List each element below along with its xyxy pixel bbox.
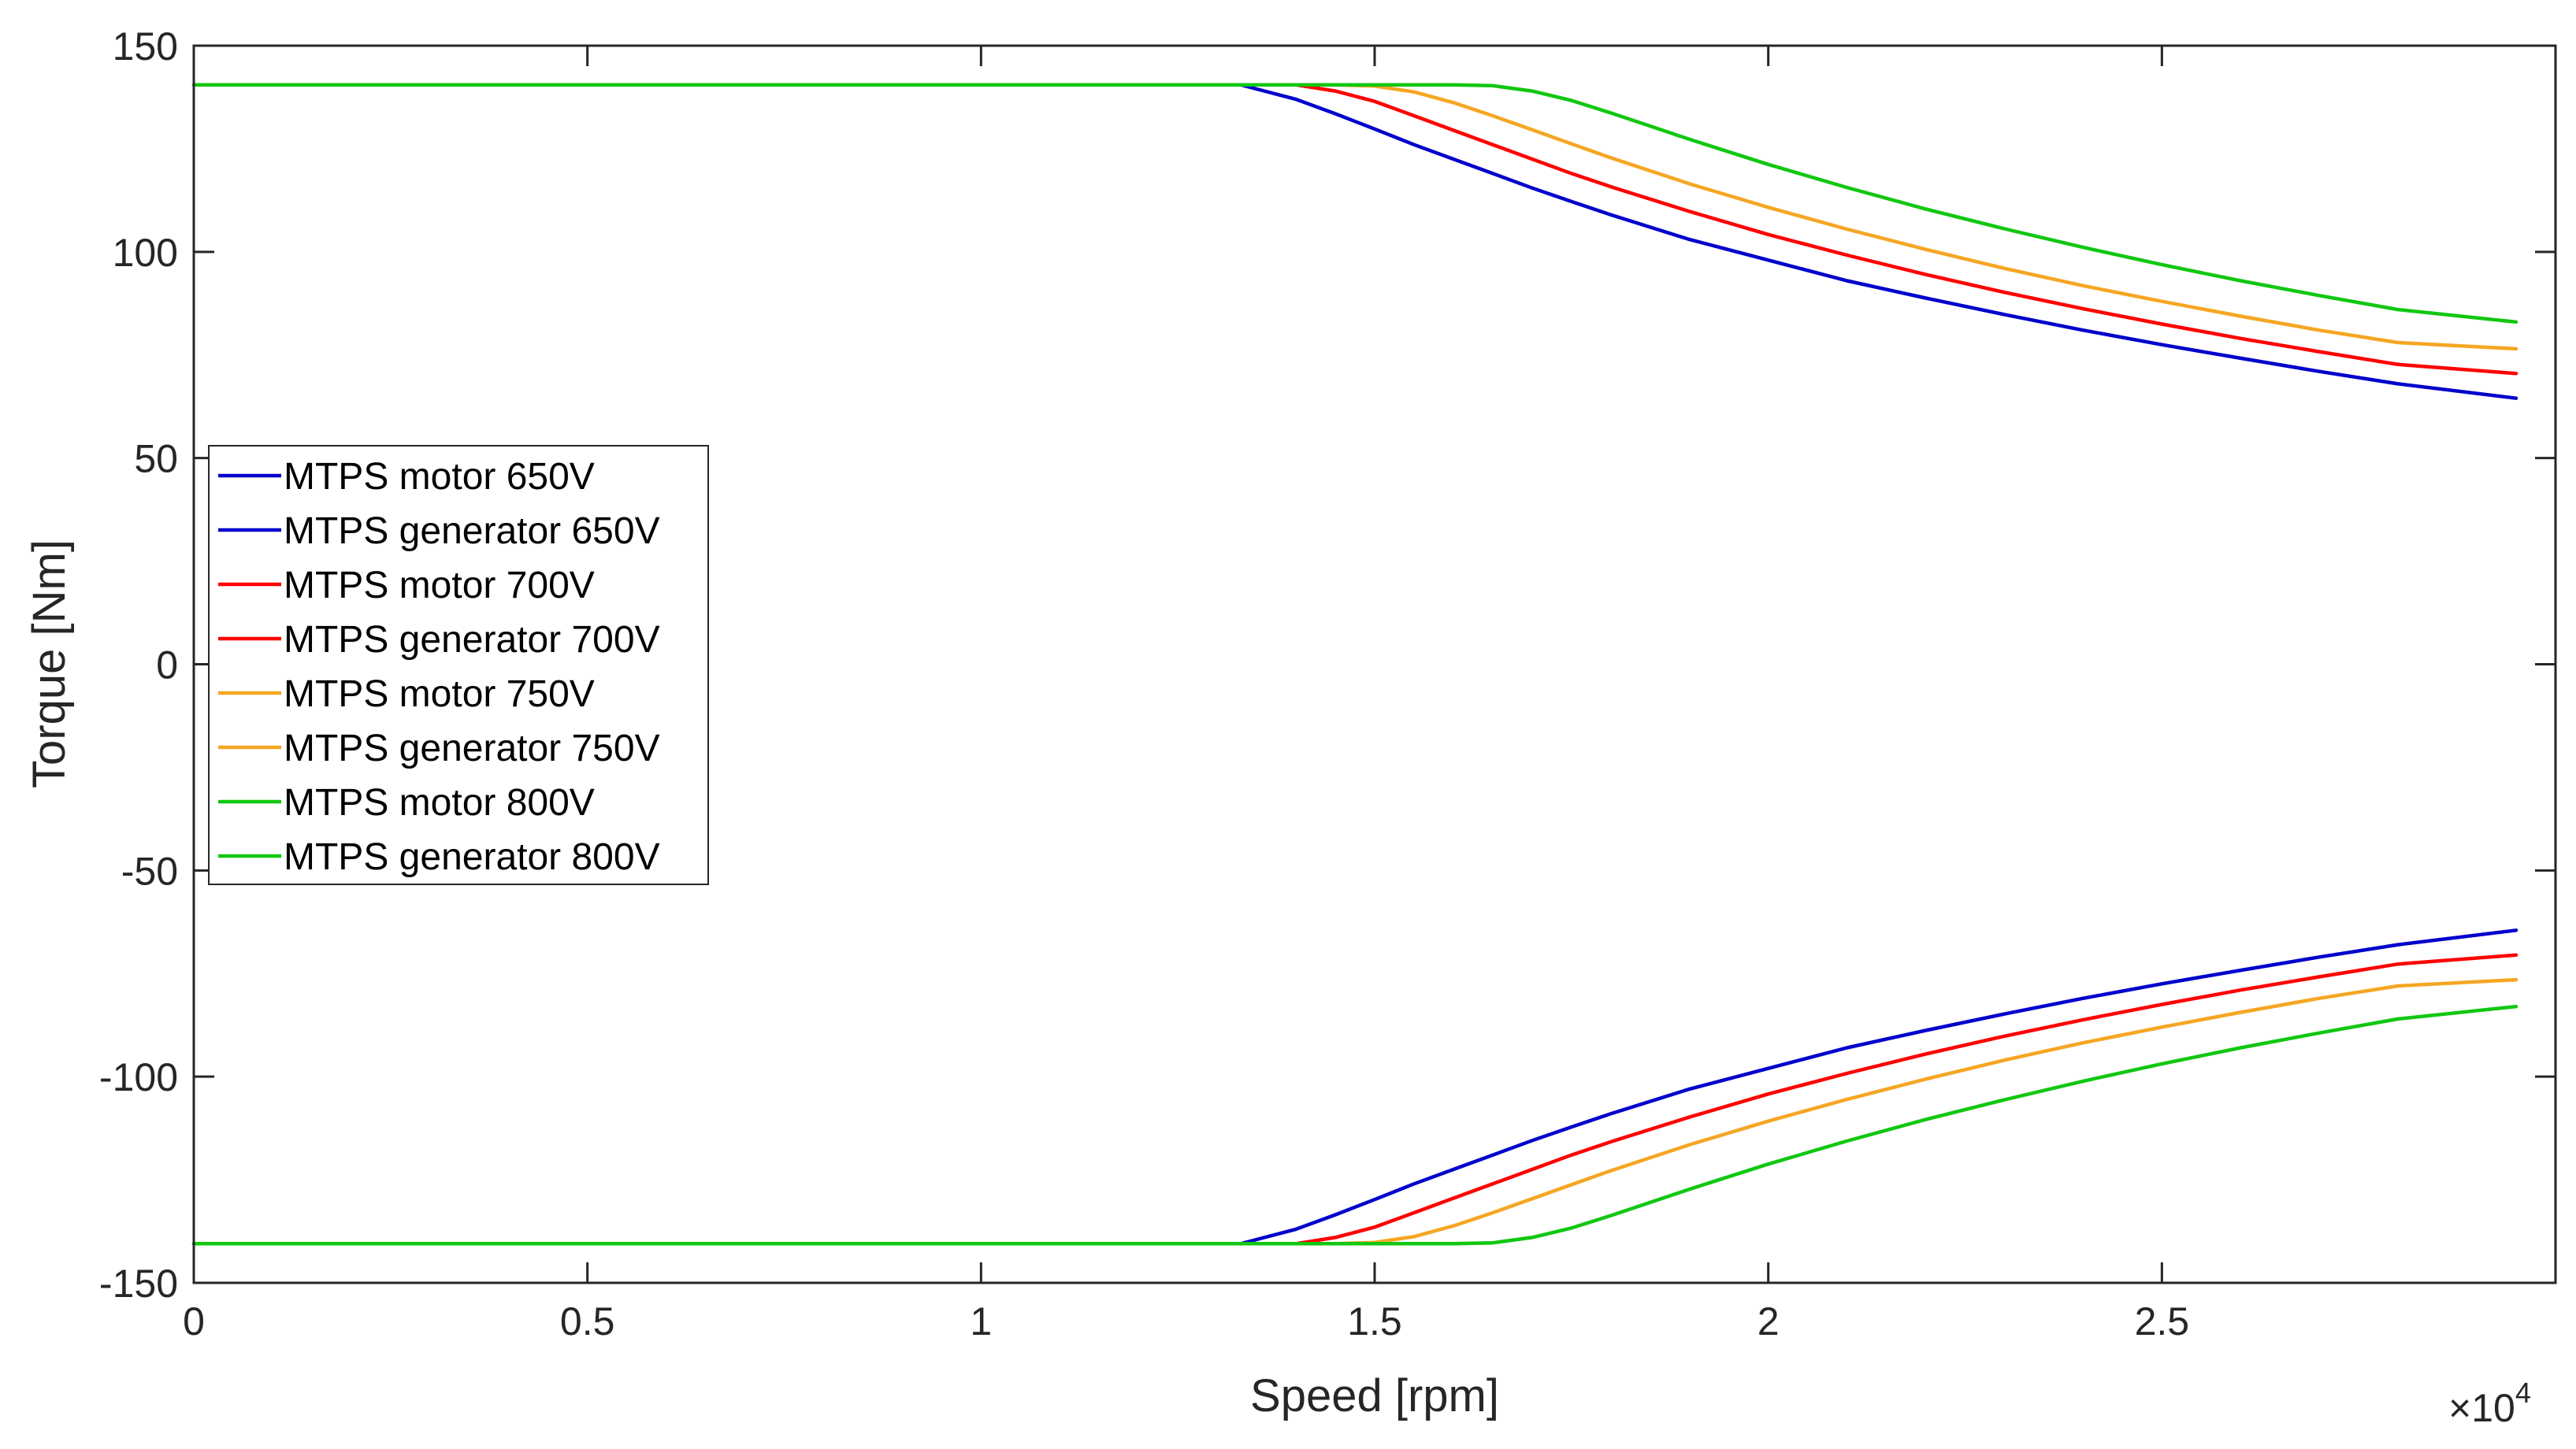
legend-label-mtps-generator-800v: MTPS generator 800V [284, 836, 660, 878]
y-tick-label: -50 [121, 849, 178, 893]
x-exponent-power: 4 [2515, 1377, 2531, 1409]
legend-label-mtps-motor-800v: MTPS motor 800V [284, 782, 595, 824]
x-tick-label: 2.5 [2135, 1299, 2190, 1343]
series-group [191, 83, 2518, 1246]
x-tick-label: 0 [183, 1299, 205, 1343]
y-tick-label: 50 [134, 437, 178, 481]
x-tick-label: 0.5 [560, 1299, 615, 1343]
legend: MTPS motor 650V MTPS generator 650V MTPS m… [208, 445, 709, 885]
x-exponent-label: ×104 [2448, 1377, 2531, 1430]
x-tick-label: 2 [1758, 1299, 1780, 1343]
x-axis: 0 0.5 1 1.5 2 2.5 [183, 46, 2189, 1343]
y-tick-label: 150 [113, 24, 178, 69]
series-line-mtps-motor-800v [191, 83, 2518, 324]
y-tick-label: -150 [99, 1262, 178, 1306]
y-axis: 150 100 50 0 -50 -100 -150 [99, 24, 2556, 1306]
legend-label-mtps-motor-650v: MTPS motor 650V [284, 456, 595, 498]
series-line-mtps-motor-650v [191, 83, 2518, 400]
x-exponent-prefix: ×10 [2448, 1386, 2515, 1430]
legend-label-mtps-generator-750v: MTPS generator 750V [284, 728, 660, 769]
x-tick-label: 1 [970, 1299, 992, 1343]
y-tick-label: 0 [156, 643, 178, 687]
legend-items: MTPS motor 650V MTPS generator 650V MTPS m… [218, 456, 660, 878]
y-tick-label: -100 [99, 1055, 178, 1099]
x-axis-label: Speed [rpm] [1250, 1370, 1499, 1421]
legend-label-mtps-generator-700v: MTPS generator 700V [284, 619, 660, 661]
legend-label-mtps-motor-750v: MTPS motor 750V [284, 673, 595, 715]
y-axis-label: Torque [Nm] [24, 539, 75, 788]
legend-label-mtps-motor-700v: MTPS motor 700V [284, 565, 595, 606]
y-tick-label: 100 [113, 231, 178, 275]
legend-label-mtps-generator-650v: MTPS generator 650V [284, 510, 660, 552]
x-tick-label: 1.5 [1347, 1299, 1402, 1343]
series-line-mtps-generator-650v [191, 928, 2518, 1246]
series-line-mtps-generator-800v [191, 1004, 2518, 1246]
legend-box [208, 445, 709, 885]
